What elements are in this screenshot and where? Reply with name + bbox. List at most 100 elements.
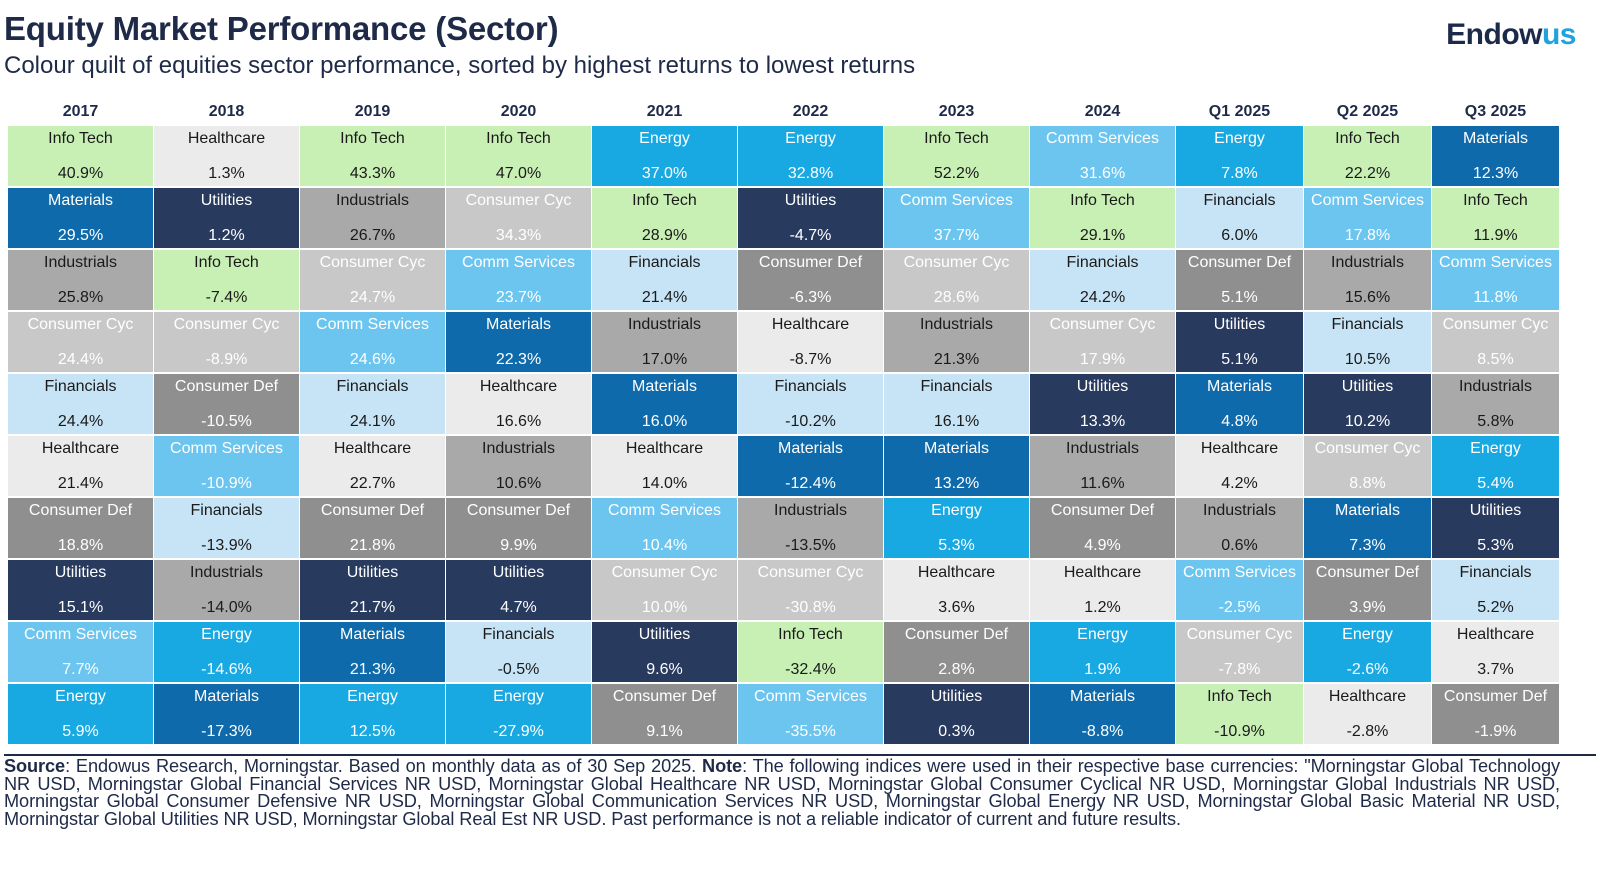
- sector-label: Materials: [778, 440, 843, 457]
- quilt-cell: Consumer Def 9.9%: [446, 498, 591, 558]
- sector-label: Utilities: [784, 192, 837, 209]
- sector-label: Materials: [1070, 688, 1135, 705]
- return-value: 9.6%: [646, 661, 683, 678]
- quilt-cell: Consumer Def 9.1%: [592, 684, 737, 744]
- return-value: 3.6%: [938, 599, 975, 616]
- sector-label: Materials: [194, 688, 259, 705]
- return-value: 0.6%: [1221, 537, 1258, 554]
- quilt-cell: Industrials 26.7%: [300, 188, 445, 248]
- sector-label: Healthcare: [479, 378, 558, 395]
- sector-label: Info Tech: [1335, 130, 1400, 147]
- quilt-cell: Materials -8.8%: [1030, 684, 1175, 744]
- sector-label: Financials: [1331, 316, 1404, 333]
- quilt-cell: Utilities 21.7%: [300, 560, 445, 620]
- quilt-column: 2022 Energy 32.8% Utilities -4.7% Consumer De…: [738, 98, 883, 746]
- sector-label: Consumer Def: [320, 502, 425, 519]
- quilt-column: 2020 Info Tech 47.0% Consumer Cyc 34.3% Comm …: [446, 98, 591, 746]
- sector-label: Healthcare: [771, 316, 850, 333]
- sector-label: Industrials: [1459, 378, 1532, 395]
- return-value: 1.9%: [1084, 661, 1121, 678]
- sector-quilt: 2017 Info Tech 40.9% Materials 29.5% Industri…: [8, 98, 1559, 746]
- return-value: 11.8%: [1473, 289, 1518, 306]
- sector-label: Energy: [639, 130, 690, 147]
- sector-label: Comm Services: [170, 440, 283, 457]
- quilt-cell: Consumer Cyc 8.5%: [1432, 312, 1559, 372]
- sector-label: Financials: [336, 378, 409, 395]
- sector-label: Healthcare: [917, 564, 996, 581]
- sector-label: Consumer Cyc: [1314, 440, 1421, 457]
- sector-label: Comm Services: [1311, 192, 1424, 209]
- quilt-cell: Utilities 0.3%: [884, 684, 1029, 744]
- sector-label: Utilities: [638, 626, 691, 643]
- return-value: 8.8%: [1349, 475, 1386, 492]
- quilt-cell: Materials -12.4%: [738, 436, 883, 496]
- return-value: 11.6%: [1080, 475, 1125, 492]
- return-value: -17.3%: [201, 723, 252, 740]
- return-value: 4.2%: [1221, 475, 1258, 492]
- quilt-cell: Energy 7.8%: [1176, 126, 1303, 186]
- return-value: 2.8%: [938, 661, 975, 678]
- sector-label: Financials: [1066, 254, 1139, 271]
- return-value: 31.6%: [1079, 165, 1126, 182]
- return-value: -4.7%: [789, 227, 832, 244]
- quilt-cell: Healthcare 4.2%: [1176, 436, 1303, 496]
- quilt-column: 2023 Info Tech 52.2% Comm Services 37.7% Cons…: [884, 98, 1029, 746]
- sector-label: Consumer Cyc: [319, 254, 426, 271]
- return-value: 29.1%: [1079, 227, 1126, 244]
- return-value: -32.4%: [785, 661, 836, 678]
- quilt-cell: Utilities 4.7%: [446, 560, 591, 620]
- quilt-cell: Consumer Cyc 34.3%: [446, 188, 591, 248]
- column-header: 2022: [792, 103, 829, 120]
- return-value: 16.1%: [933, 413, 980, 430]
- return-value: 3.9%: [1349, 599, 1386, 616]
- sector-label: Utilities: [54, 564, 107, 581]
- return-value: 12.5%: [349, 723, 396, 740]
- quilt-cell: Energy 5.3%: [884, 498, 1029, 558]
- quilt-cell: Comm Services -2.5%: [1176, 560, 1303, 620]
- quilt-cell: Financials 24.1%: [300, 374, 445, 434]
- column-header: 2017: [62, 103, 99, 120]
- quilt-cell: Comm Services 10.4%: [592, 498, 737, 558]
- quilt-cell: Energy 1.9%: [1030, 622, 1175, 682]
- return-value: 7.3%: [1349, 537, 1386, 554]
- sector-label: Consumer Def: [904, 626, 1009, 643]
- footer-note: Source: Endowus Research, Morningstar. B…: [4, 757, 1560, 828]
- return-value: -12.4%: [785, 475, 836, 492]
- quilt-cell: Comm Services 24.6%: [300, 312, 445, 372]
- return-value: 21.4%: [57, 475, 104, 492]
- quilt-cell: Healthcare -2.8%: [1304, 684, 1431, 744]
- sector-label: Consumer Cyc: [903, 254, 1010, 271]
- quilt-cell: Comm Services -10.9%: [154, 436, 299, 496]
- quilt-cell: Industrials 15.6%: [1304, 250, 1431, 310]
- quilt-cell: Utilities 15.1%: [8, 560, 153, 620]
- sector-label: Consumer Cyc: [173, 316, 280, 333]
- quilt-cell: Materials 16.0%: [592, 374, 737, 434]
- return-value: 5.8%: [1477, 413, 1514, 430]
- sector-label: Materials: [48, 192, 113, 209]
- return-value: -7.8%: [1218, 661, 1261, 678]
- quilt-cell: Energy -27.9%: [446, 684, 591, 744]
- sector-label: Financials: [482, 626, 555, 643]
- sector-label: Consumer Cyc: [757, 564, 864, 581]
- sector-label: Consumer Cyc: [465, 192, 572, 209]
- return-value: 5.1%: [1221, 351, 1258, 368]
- quilt-cell: Consumer Def 5.1%: [1176, 250, 1303, 310]
- sector-label: Healthcare: [41, 440, 120, 457]
- quilt-cell: Comm Services 23.7%: [446, 250, 591, 310]
- return-value: 11.9%: [1473, 227, 1518, 244]
- return-value: 26.7%: [349, 227, 396, 244]
- return-value: 12.3%: [1472, 165, 1519, 182]
- return-value: 1.2%: [208, 227, 245, 244]
- quilt-cell: Info Tech 47.0%: [446, 126, 591, 186]
- quilt-cell: Comm Services 7.7%: [8, 622, 153, 682]
- quilt-cell: Industrials 10.6%: [446, 436, 591, 496]
- sector-label: Info Tech: [48, 130, 113, 147]
- sector-label: Comm Services: [1046, 130, 1159, 147]
- return-value: -8.9%: [205, 351, 248, 368]
- sector-label: Healthcare: [333, 440, 412, 457]
- quilt-cell: Info Tech 11.9%: [1432, 188, 1559, 248]
- quilt-cell: Utilities 13.3%: [1030, 374, 1175, 434]
- quilt-cell: Consumer Cyc 10.0%: [592, 560, 737, 620]
- quilt-cell: Consumer Cyc -8.9%: [154, 312, 299, 372]
- quilt-cell: Info Tech -10.9%: [1176, 684, 1303, 744]
